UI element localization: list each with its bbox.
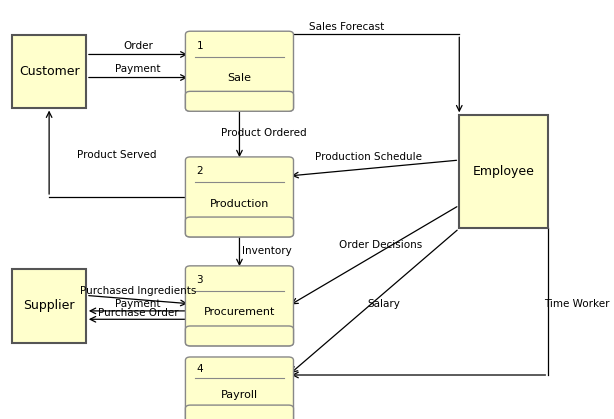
FancyBboxPatch shape — [185, 266, 293, 346]
Text: Payment: Payment — [115, 299, 161, 309]
FancyBboxPatch shape — [185, 405, 293, 419]
Text: Inventory: Inventory — [242, 246, 292, 256]
Text: Product Ordered: Product Ordered — [221, 128, 307, 138]
Text: Customer: Customer — [19, 65, 79, 78]
FancyBboxPatch shape — [185, 91, 293, 111]
FancyBboxPatch shape — [185, 357, 293, 419]
Text: Sales Forecast: Sales Forecast — [309, 22, 384, 32]
Text: 2: 2 — [196, 166, 203, 176]
Text: Procurement: Procurement — [204, 308, 275, 318]
Text: 3: 3 — [196, 275, 203, 285]
FancyBboxPatch shape — [185, 217, 293, 237]
Text: Purchased Ingredients: Purchased Ingredients — [80, 286, 196, 296]
Text: Order Decisions: Order Decisions — [339, 240, 422, 250]
Text: Production: Production — [210, 199, 269, 209]
Text: Supplier: Supplier — [23, 299, 75, 313]
FancyBboxPatch shape — [185, 326, 293, 346]
Text: Purchase Order: Purchase Order — [98, 308, 179, 318]
FancyBboxPatch shape — [12, 35, 86, 108]
Text: Payroll: Payroll — [221, 390, 258, 400]
FancyBboxPatch shape — [185, 157, 293, 237]
Text: Production Schedule: Production Schedule — [315, 152, 422, 162]
Text: Time Worker: Time Worker — [545, 299, 610, 309]
FancyBboxPatch shape — [12, 269, 86, 343]
Text: Sale: Sale — [227, 73, 252, 83]
Text: Order: Order — [123, 41, 153, 51]
Text: Product Served: Product Served — [77, 150, 157, 160]
Text: 4: 4 — [196, 364, 203, 374]
FancyBboxPatch shape — [185, 31, 293, 111]
Text: 1: 1 — [196, 41, 203, 51]
FancyBboxPatch shape — [459, 115, 548, 228]
Text: Payment: Payment — [115, 64, 161, 74]
Text: Employee: Employee — [473, 165, 534, 178]
Text: Salary: Salary — [367, 299, 400, 309]
